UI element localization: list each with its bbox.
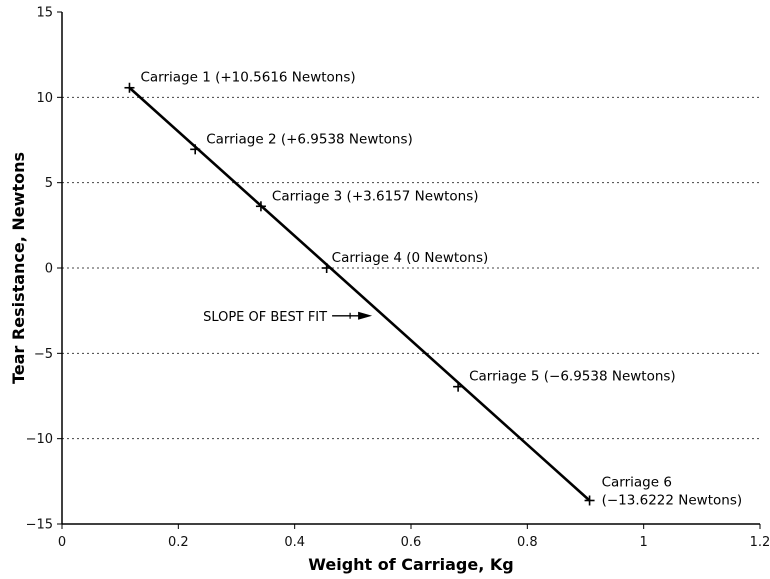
point-label: Carriage 6 bbox=[602, 474, 672, 490]
x-axis-title: Weight of Carriage, Kg bbox=[308, 555, 513, 574]
annotation-label: SLOPE OF BEST FIT bbox=[203, 310, 327, 325]
data-point bbox=[190, 144, 201, 155]
y-tick-label: 0 bbox=[45, 262, 53, 277]
y-tick-label: −10 bbox=[26, 432, 53, 447]
x-tick-label: 0.2 bbox=[168, 535, 189, 550]
x-tick-label: 0.8 bbox=[517, 535, 538, 550]
data-point bbox=[453, 381, 464, 392]
data-point bbox=[255, 201, 266, 212]
data-point bbox=[584, 495, 595, 506]
point-label: Carriage 3 (+3.6157 Newtons) bbox=[272, 188, 479, 204]
y-tick-label: −15 bbox=[26, 518, 53, 533]
best-fit-line-group bbox=[128, 86, 591, 502]
point-label: Carriage 5 (−6.9538 Newtons) bbox=[469, 369, 676, 385]
y-axis-title: Tear Resistance, Newtons bbox=[9, 152, 28, 384]
y-tick-label: 10 bbox=[36, 91, 53, 106]
annotation-arrow-head bbox=[358, 311, 373, 320]
x-tick-label: 0.4 bbox=[284, 535, 305, 550]
annotation: SLOPE OF BEST FIT bbox=[203, 310, 373, 325]
data-points bbox=[124, 82, 595, 506]
point-label: Carriage 4 (0 Newtons) bbox=[332, 250, 489, 266]
point-label: (−13.6222 Newtons) bbox=[602, 492, 743, 508]
x-tick-label: 0 bbox=[58, 535, 66, 550]
x-tick-labels: 0 0.2 0.4 0.6 0.8 1 1.2 bbox=[58, 535, 770, 550]
y-tick-label: 15 bbox=[36, 6, 53, 21]
axes bbox=[57, 11, 761, 529]
data-point bbox=[321, 263, 332, 273]
data-point bbox=[124, 82, 135, 93]
y-tick-label: 5 bbox=[45, 176, 53, 191]
point-label: Carriage 2 (+6.9538 Newtons) bbox=[206, 131, 413, 147]
point-labels: Carriage 1 (+10.5616 Newtons) Carriage 2 … bbox=[140, 70, 742, 509]
x-tick-label: 1.2 bbox=[750, 535, 770, 550]
y-tick-labels: −15 −10 −5 0 5 10 15 bbox=[26, 6, 53, 533]
grid bbox=[62, 96, 760, 440]
point-label: Carriage 1 (+10.5616 Newtons) bbox=[140, 70, 355, 86]
x-tick-label: 0.6 bbox=[401, 535, 422, 550]
best-fit-line bbox=[128, 86, 591, 502]
x-tick-label: 1 bbox=[640, 535, 648, 550]
y-tick-label: −5 bbox=[34, 347, 53, 362]
